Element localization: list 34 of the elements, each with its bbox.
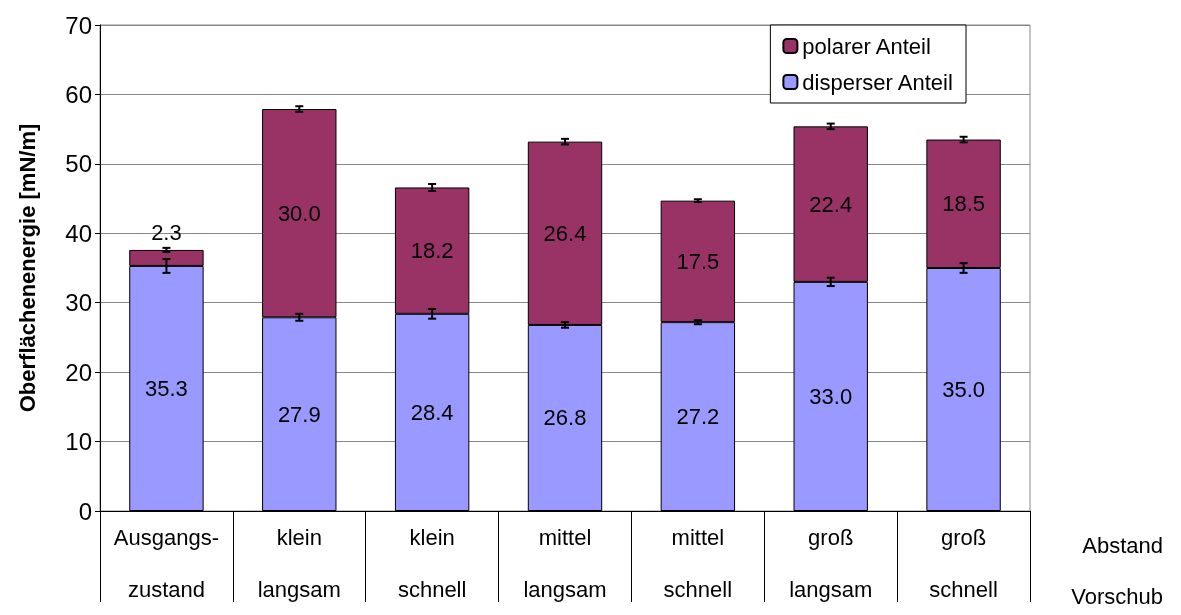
legend-label: polarer Anteil bbox=[802, 33, 931, 59]
y-tick-label: 60 bbox=[65, 80, 92, 108]
data-label: 22.4 bbox=[809, 191, 853, 217]
category-label: mittel schnell bbox=[663, 524, 733, 602]
data-label: 17.5 bbox=[676, 248, 720, 274]
y-tick-label: 10 bbox=[65, 428, 92, 456]
data-label: 26.4 bbox=[543, 220, 587, 246]
data-label: 30.0 bbox=[277, 200, 321, 226]
category-label: klein schnell bbox=[397, 524, 467, 602]
category-label: mittel langsam bbox=[523, 524, 607, 602]
category-label: klein langsam bbox=[257, 524, 341, 602]
y-tick-label: 70 bbox=[65, 11, 92, 39]
data-label: 18.2 bbox=[410, 238, 454, 264]
data-label: 35.0 bbox=[942, 377, 985, 402]
data-label: 28.4 bbox=[410, 399, 454, 425]
y-tick-label: 20 bbox=[65, 358, 92, 386]
legend-label: disperser Anteil bbox=[802, 69, 953, 95]
data-label: 27.9 bbox=[277, 401, 321, 427]
data-label: 33.0 bbox=[809, 383, 853, 409]
y-tick-label: 0 bbox=[78, 497, 92, 525]
text: Abstand bbox=[1082, 532, 1164, 558]
category-label: Ausgangs- zustand bbox=[113, 524, 220, 602]
y-tick-label: 40 bbox=[65, 219, 92, 247]
data-label: 26.8 bbox=[543, 405, 587, 431]
data-label: 35.3 bbox=[145, 375, 188, 401]
y-tick-label: 30 bbox=[65, 289, 92, 317]
data-label: 27.2 bbox=[676, 404, 720, 430]
category-label: groß langsam bbox=[789, 524, 873, 602]
data-label: 2.3 bbox=[151, 220, 182, 246]
y-tick-label: 50 bbox=[65, 150, 92, 178]
text: Vorschub bbox=[1071, 583, 1164, 609]
category-label: groß schnell bbox=[929, 524, 998, 602]
data-label: 18.5 bbox=[942, 191, 985, 217]
y-axis-title: Oberflächenenergie [mN/m] bbox=[14, 123, 40, 413]
